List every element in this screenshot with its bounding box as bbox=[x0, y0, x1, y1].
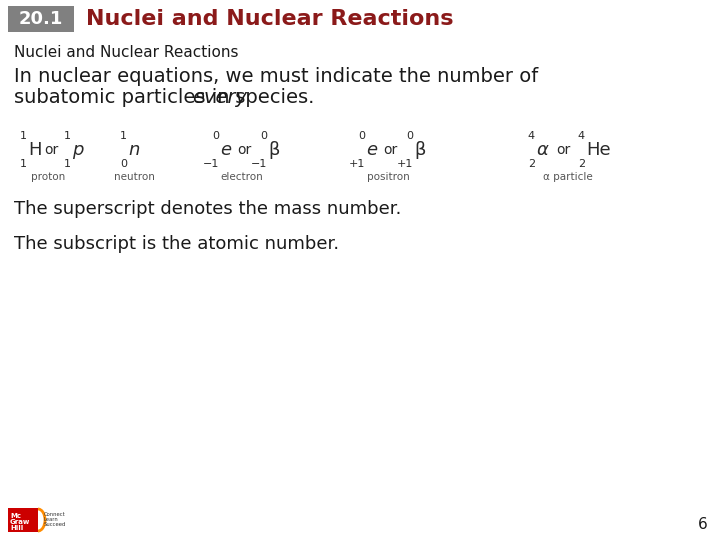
Text: n: n bbox=[128, 141, 140, 159]
Text: In nuclear equations, we must indicate the number of: In nuclear equations, we must indicate t… bbox=[14, 67, 539, 86]
Text: 0: 0 bbox=[212, 131, 219, 141]
Text: proton: proton bbox=[31, 172, 65, 182]
Text: −1: −1 bbox=[251, 159, 267, 169]
Text: 1: 1 bbox=[64, 159, 71, 169]
Text: 20.1: 20.1 bbox=[19, 10, 63, 28]
Text: β: β bbox=[414, 141, 426, 159]
Text: 1: 1 bbox=[20, 131, 27, 141]
Text: Nuclei and Nuclear Reactions: Nuclei and Nuclear Reactions bbox=[14, 45, 238, 60]
Text: β: β bbox=[268, 141, 279, 159]
Text: neutron: neutron bbox=[114, 172, 154, 182]
Text: Hill: Hill bbox=[10, 525, 23, 531]
Text: 1: 1 bbox=[64, 131, 71, 141]
Text: Nuclei and Nuclear Reactions: Nuclei and Nuclear Reactions bbox=[86, 9, 454, 29]
Text: or: or bbox=[237, 143, 251, 157]
Text: p: p bbox=[72, 141, 84, 159]
Text: Connect: Connect bbox=[44, 512, 66, 517]
Text: 2: 2 bbox=[578, 159, 585, 169]
Text: e: e bbox=[220, 141, 231, 159]
Text: subatomic particles in: subatomic particles in bbox=[14, 88, 235, 107]
Text: 4: 4 bbox=[578, 131, 585, 141]
Text: 1: 1 bbox=[20, 159, 27, 169]
Text: +1: +1 bbox=[397, 159, 413, 169]
Text: Mc: Mc bbox=[10, 513, 21, 519]
Text: electron: electron bbox=[220, 172, 264, 182]
Text: +1: +1 bbox=[348, 159, 365, 169]
Text: α: α bbox=[536, 141, 548, 159]
Text: every: every bbox=[192, 88, 247, 107]
Text: α particle: α particle bbox=[543, 172, 593, 182]
Text: 0: 0 bbox=[406, 131, 413, 141]
Text: or: or bbox=[383, 143, 397, 157]
Text: 4: 4 bbox=[528, 131, 535, 141]
FancyBboxPatch shape bbox=[8, 6, 74, 32]
Text: positron: positron bbox=[366, 172, 410, 182]
Text: 6: 6 bbox=[698, 517, 708, 532]
Text: Graw: Graw bbox=[10, 519, 30, 525]
Text: He: He bbox=[586, 141, 611, 159]
Text: 0: 0 bbox=[260, 131, 267, 141]
Text: 0: 0 bbox=[358, 131, 365, 141]
Text: e: e bbox=[366, 141, 377, 159]
Text: or: or bbox=[556, 143, 570, 157]
Text: Succeed: Succeed bbox=[44, 522, 66, 527]
Text: 1: 1 bbox=[120, 131, 127, 141]
Text: 2: 2 bbox=[528, 159, 535, 169]
Text: The superscript denotes the mass number.: The superscript denotes the mass number. bbox=[14, 200, 401, 218]
Text: H: H bbox=[28, 141, 42, 159]
Text: The subscript is the atomic number.: The subscript is the atomic number. bbox=[14, 235, 339, 253]
FancyBboxPatch shape bbox=[8, 508, 38, 532]
Text: species.: species. bbox=[229, 88, 314, 107]
Text: 0: 0 bbox=[120, 159, 127, 169]
Text: −1: −1 bbox=[202, 159, 219, 169]
Text: Learn: Learn bbox=[44, 517, 59, 522]
Text: or: or bbox=[44, 143, 58, 157]
